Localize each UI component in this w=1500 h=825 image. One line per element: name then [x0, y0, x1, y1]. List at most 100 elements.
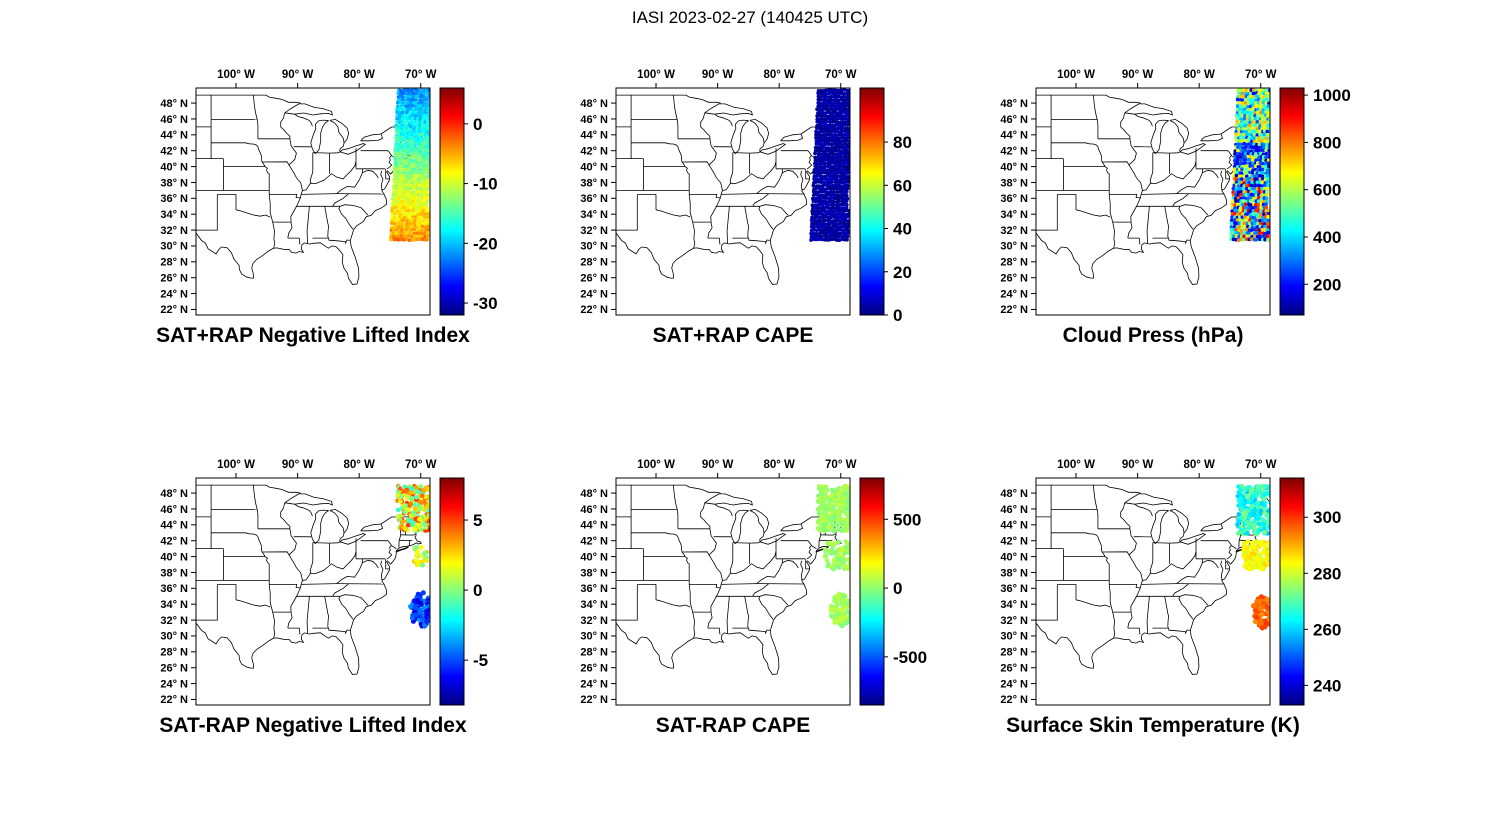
map-frame: [1035, 87, 1271, 316]
map-plot: 100° W 90° W 80° W 70° W 48° N 46° N 44° N 42° …: [156, 69, 498, 347]
lat-tick-label: 36° N: [1000, 583, 1028, 595]
lat-tick-label: 26° N: [160, 272, 188, 284]
lon-tick-label: 70° W: [405, 69, 437, 81]
lat-tick-label: 28° N: [160, 257, 188, 269]
map-frame: [615, 87, 851, 316]
satellite-swath-dots: [388, 88, 430, 243]
satellite-swath-dots: [395, 483, 430, 629]
lon-tick-label: 90° W: [1122, 459, 1154, 471]
lat-tick-label: 42° N: [160, 536, 188, 548]
lat-tick-label: 34° N: [160, 599, 188, 611]
lat-tick-label: 42° N: [160, 146, 188, 158]
panel-surface-skin-temperature: 100° W 90° W 80° W 70° W 48° N 46° N 44° N 42° …: [975, 450, 1380, 750]
lat-tick-label: 44° N: [580, 520, 608, 532]
panel-cloud-press: 100° W 90° W 80° W 70° W 48° N 46° N 44° N 42° …: [975, 60, 1380, 360]
lat-tick-label: 22° N: [160, 304, 188, 316]
lon-tick-label: 80° W: [343, 69, 375, 81]
lat-tick-label: 38° N: [1000, 177, 1028, 189]
lat-tick-label: 46° N: [160, 114, 188, 126]
panel-title: SAT-RAP Negative Lifted Index: [159, 714, 467, 737]
colorbar-tick-label: 400: [1313, 228, 1341, 247]
lat-tick-label: 28° N: [580, 647, 608, 659]
lat-tick-label: 48° N: [580, 98, 608, 110]
map-plot: 100° W 90° W 80° W 70° W 48° N 46° N 44° N 42° …: [1000, 69, 1350, 347]
lon-tick-label: 80° W: [343, 459, 375, 471]
lat-tick-label: 30° N: [1000, 241, 1028, 253]
lat-tick-label: 48° N: [1000, 98, 1028, 110]
colorbar: [1279, 477, 1305, 706]
colorbar-tick-label: 280: [1313, 564, 1341, 583]
lat-tick-label: 34° N: [160, 209, 188, 221]
lat-tick-label: 44° N: [1000, 520, 1028, 532]
lat-tick-label: 24° N: [160, 288, 188, 300]
lat-tick-label: 30° N: [580, 631, 608, 643]
lat-tick-label: 36° N: [580, 583, 608, 595]
colorbar-tick-label: 0: [473, 581, 482, 600]
lat-tick-label: 36° N: [160, 193, 188, 205]
figure-title: IASI 2023-02-27 (140425 UTC): [631, 8, 869, 27]
lat-tick-label: 24° N: [1000, 288, 1028, 300]
colorbar-tick-label: 800: [1313, 133, 1341, 152]
lat-tick-label: 38° N: [1000, 567, 1028, 579]
lat-tick-label: 44° N: [580, 130, 608, 142]
lat-tick-label: 48° N: [160, 488, 188, 500]
lon-tick-label: 100° W: [217, 459, 255, 471]
satellite-swath-dots: [809, 88, 850, 243]
colorbar-tick-label: 500: [893, 510, 921, 529]
lat-tick-label: 34° N: [580, 209, 608, 221]
lat-tick-label: 40° N: [580, 161, 608, 173]
lat-tick-label: 38° N: [160, 567, 188, 579]
lon-tick-label: 90° W: [702, 69, 734, 81]
lat-tick-label: 34° N: [580, 599, 608, 611]
colorbar-tick-label: 600: [1313, 181, 1341, 200]
lat-tick-label: 46° N: [580, 504, 608, 516]
colorbar-tick-label: 200: [1313, 275, 1341, 294]
lon-tick-label: 90° W: [282, 69, 314, 81]
lat-tick-label: 46° N: [160, 504, 188, 516]
map-frame: [195, 87, 431, 316]
lat-tick-label: 46° N: [1000, 504, 1028, 516]
panel-sat-plus-rap-cape: 100° W 90° W 80° W 70° W 48° N 46° N 44° N 42° …: [555, 60, 960, 360]
lat-tick-label: 34° N: [1000, 599, 1028, 611]
lat-tick-label: 36° N: [160, 583, 188, 595]
panel-title: Cloud Press (hPa): [1063, 324, 1244, 347]
us-state-boundaries: [1036, 484, 1270, 675]
lon-tick-label: 90° W: [282, 459, 314, 471]
lat-tick-label: 30° N: [580, 241, 608, 253]
lat-tick-label: 24° N: [160, 678, 188, 690]
lat-tick-label: 28° N: [1000, 257, 1028, 269]
lat-tick-label: 26° N: [580, 662, 608, 674]
lon-tick-label: 80° W: [1183, 69, 1215, 81]
lat-tick-label: 30° N: [1000, 631, 1028, 643]
map-plot: 100° W 90° W 80° W 70° W 48° N 46° N 44° N 42° …: [580, 69, 912, 347]
panel-sat-minus-rap-cape: 100° W 90° W 80° W 70° W 48° N 46° N 44° N 42° …: [555, 450, 960, 750]
colorbar-tick-label: 60: [893, 176, 912, 195]
lat-tick-label: 48° N: [580, 488, 608, 500]
lat-tick-label: 40° N: [160, 551, 188, 563]
colorbar-tick-label: 0: [473, 115, 482, 134]
colorbar-tick-label: -30: [473, 294, 498, 313]
us-state-boundaries: [616, 94, 850, 285]
lat-tick-label: 40° N: [160, 161, 188, 173]
lon-tick-label: 80° W: [763, 69, 795, 81]
panel-title: SAT+RAP CAPE: [653, 324, 814, 347]
colorbar-tick-label: -10: [473, 175, 498, 194]
lat-tick-label: 22° N: [1000, 304, 1028, 316]
lat-tick-label: 30° N: [160, 631, 188, 643]
lat-tick-label: 46° N: [580, 114, 608, 126]
lat-tick-label: 26° N: [580, 272, 608, 284]
lon-tick-label: 70° W: [1245, 459, 1277, 471]
lat-tick-label: 38° N: [580, 567, 608, 579]
colorbar: [439, 87, 465, 316]
lat-tick-label: 26° N: [160, 662, 188, 674]
lat-tick-label: 28° N: [580, 257, 608, 269]
colorbar-tick-label: 300: [1313, 508, 1341, 527]
satellite-swath-dots: [815, 483, 850, 629]
lat-tick-label: 40° N: [1000, 551, 1028, 563]
lat-tick-label: 36° N: [1000, 193, 1028, 205]
panel-title: Surface Skin Temperature (K): [1006, 714, 1300, 737]
lat-tick-label: 22° N: [1000, 694, 1028, 706]
lat-tick-label: 42° N: [580, 536, 608, 548]
lat-tick-label: 40° N: [1000, 161, 1028, 173]
map-plot: 100° W 90° W 80° W 70° W 48° N 46° N 44° N 42° …: [159, 459, 488, 737]
